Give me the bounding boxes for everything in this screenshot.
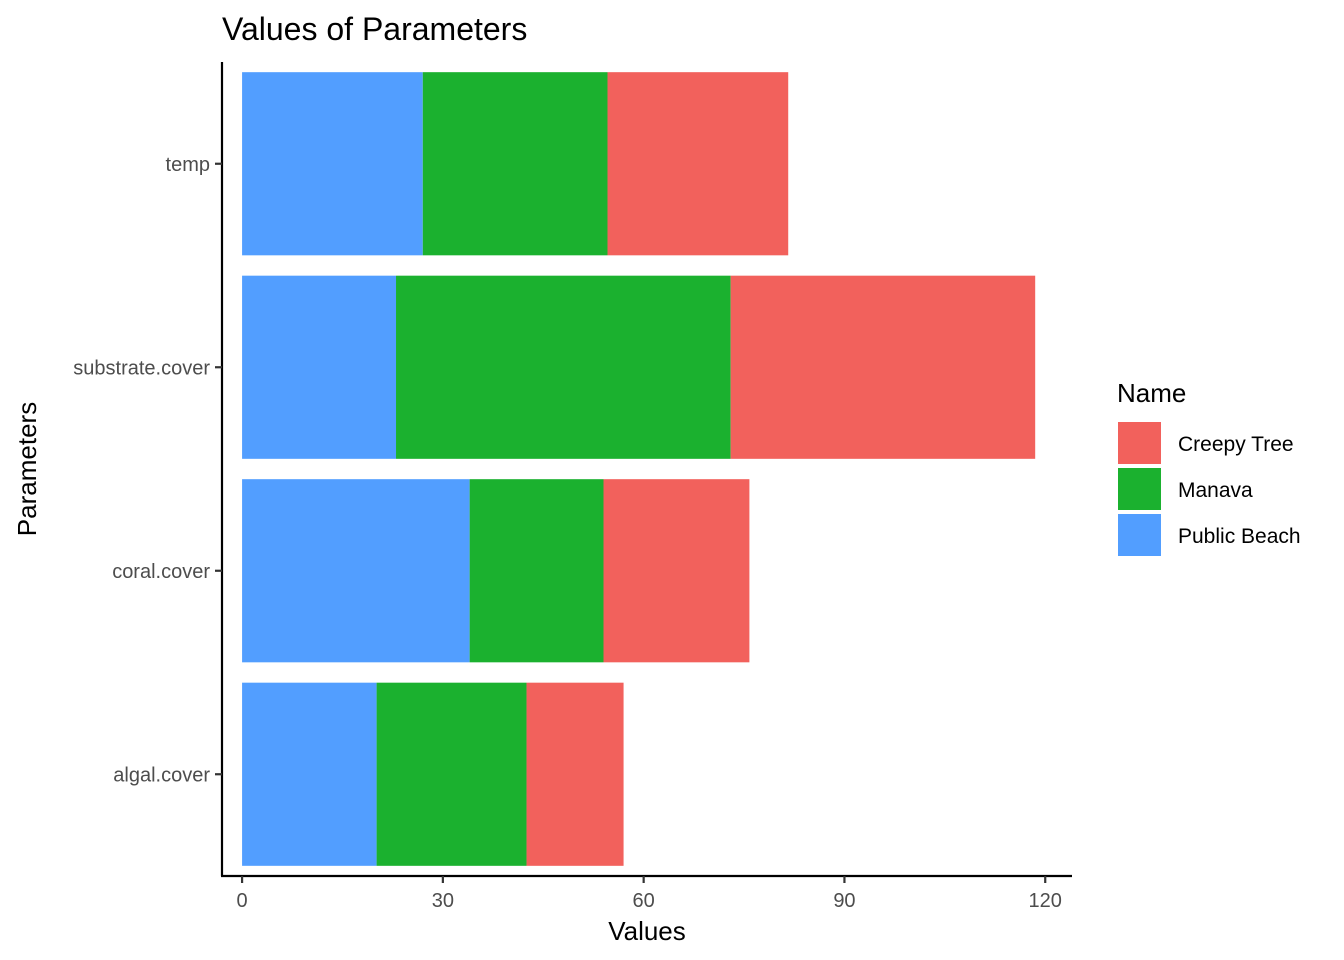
bar-temp-creepy-tree <box>607 72 789 256</box>
legend-swatch-public-beach <box>1118 514 1161 556</box>
x-tick-label: 120 <box>1029 890 1062 912</box>
x-axis-title: Values <box>608 916 686 946</box>
bar-substrate-cover-creepy-tree <box>730 275 1036 459</box>
bar-coral-cover-public-beach <box>242 479 470 663</box>
x-tick-label: 30 <box>432 890 454 912</box>
y-axis-title: Parameters <box>12 402 42 536</box>
legend-label-public-beach: Public Beach <box>1178 525 1301 548</box>
bar-temp-public-beach <box>242 72 423 256</box>
x-tick-label: 60 <box>633 890 655 912</box>
chart-title: Values of Parameters <box>222 11 527 47</box>
x-ticks-group: 0 30 60 90 120 <box>237 876 1062 912</box>
x-tick-label: 90 <box>833 890 855 912</box>
legend-swatch-manava <box>1118 468 1161 510</box>
legend-label-manava: Manava <box>1178 479 1253 502</box>
bar-substrate-cover-manava <box>396 275 731 459</box>
y-tick-label: algal.cover <box>113 764 210 786</box>
bar-algal-cover-creepy-tree <box>526 682 624 866</box>
legend-swatch-creepy-tree <box>1118 422 1161 464</box>
bar-coral-cover-manava <box>469 479 604 663</box>
y-tick-label: temp <box>166 154 210 176</box>
y-tick-label: coral.cover <box>112 561 210 583</box>
legend-label-creepy-tree: Creepy Tree <box>1178 433 1294 456</box>
x-tick-label: 0 <box>237 890 248 912</box>
bar-algal-cover-public-beach <box>242 682 377 866</box>
legend-title: Name <box>1117 378 1186 408</box>
bar-algal-cover-manava <box>376 682 527 866</box>
axes-group <box>220 62 1072 878</box>
y-tick-label: substrate.cover <box>73 357 210 379</box>
bars-group <box>242 72 1036 866</box>
bar-temp-manava <box>422 72 608 256</box>
legend: Name Creepy Tree Manava Public Beach <box>1117 378 1301 556</box>
y-ticks-group: algal.cover coral.cover substrate.cover tem… <box>73 154 222 786</box>
bar-coral-cover-creepy-tree <box>603 479 750 663</box>
bar-substrate-cover-public-beach <box>242 275 397 459</box>
